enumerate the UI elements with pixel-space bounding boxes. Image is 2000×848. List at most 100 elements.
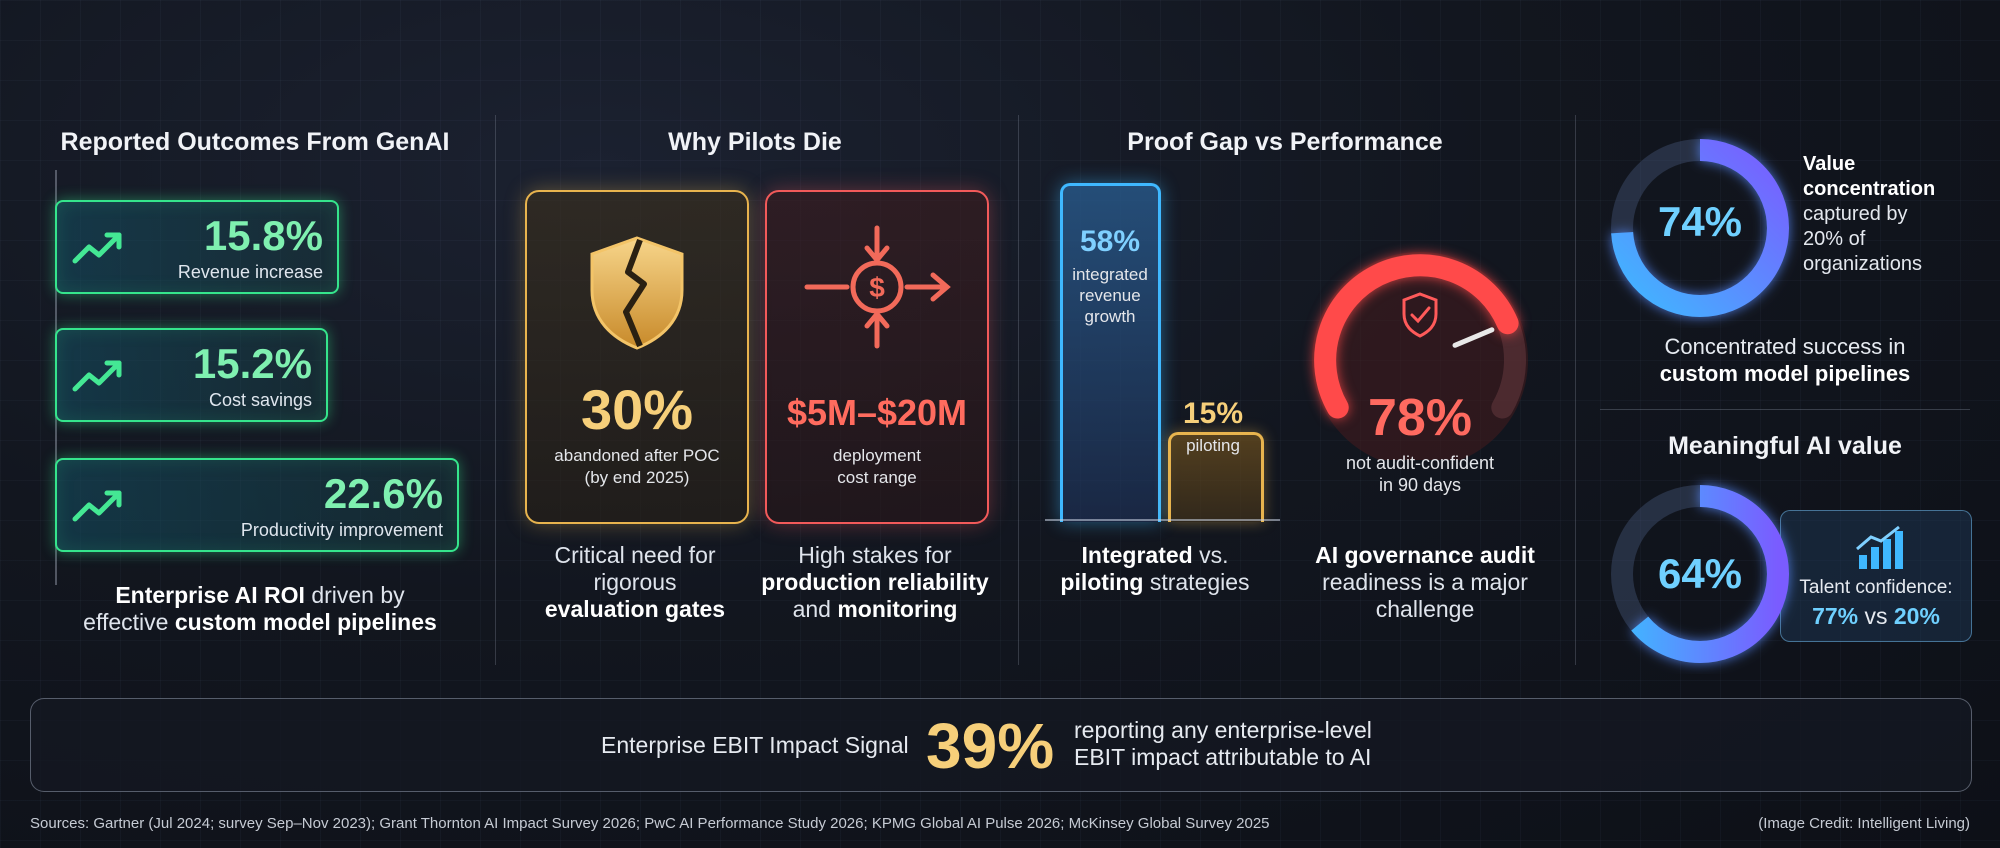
abandoned-line: (by end 2025)	[584, 468, 690, 487]
outcome-bar: 15.2% Cost savings	[55, 328, 328, 422]
caption-bold: Enterprise AI ROI	[115, 582, 305, 608]
piloting-label: piloting	[1186, 436, 1240, 455]
outcome-label: Cost savings	[208, 390, 312, 410]
banner-label: Enterprise EBIT Impact Signal	[601, 732, 909, 758]
label-text: captured by	[1803, 203, 1908, 225]
proof-title: Proof Gap vs Performance	[1127, 128, 1443, 156]
value-concentration-donut	[1611, 139, 1789, 317]
proof-caption-1: Integrated vs. piloting strategies	[1040, 542, 1270, 596]
gauge-label: not audit-confident in 90 days	[1300, 452, 1540, 496]
audit-gauge	[1312, 252, 1528, 460]
outcome-value: 15.2%	[192, 340, 312, 387]
caption-bold: custom model pipelines	[174, 609, 437, 635]
caption-text: effective	[83, 609, 175, 635]
gauge-fill	[1314, 254, 1519, 419]
outcomes-title: Reported Outcomes From GenAI	[60, 128, 450, 156]
label-bold: Value	[1803, 153, 1856, 175]
bar-label-line: growth	[1084, 307, 1136, 326]
outcomes-caption: Enterprise AI ROI driven by effective cu…	[40, 582, 480, 636]
outcome-bar: 15.8% Revenue increase	[55, 200, 339, 294]
cost-target-icon: $	[804, 225, 951, 349]
label-bold: concentration	[1803, 178, 1936, 200]
talent-confidence-box: Talent confidence: 77% vs 20%	[1780, 510, 1972, 642]
outcome-label: Productivity improvement	[240, 520, 443, 540]
caption-bold: custom model pipelines	[1659, 361, 1911, 386]
trend-up-icon	[72, 490, 122, 522]
caption-text: and	[792, 596, 838, 622]
meaningful-title: Meaningful AI value	[1668, 432, 1902, 460]
talent-values: 77% vs 20%	[1781, 603, 1971, 630]
talent-value-a: 77%	[1812, 603, 1859, 629]
banner-desc-line: EBIT impact attributable to AI	[1074, 744, 1372, 770]
cost-line: deployment	[833, 446, 921, 465]
caption-bold: production reliability	[761, 569, 989, 595]
sources-footer: Sources: Gartner (Jul 2024; survey Sep–N…	[30, 815, 1270, 832]
cost-card: $ $5M–$20M deployment cost range	[765, 190, 989, 524]
value-concentration-value: 74%	[1657, 198, 1743, 245]
label-text: organizations	[1803, 253, 1922, 275]
bar-label-line: integrated	[1072, 265, 1148, 284]
ebit-banner: Enterprise EBIT Impact Signal 39% report…	[30, 698, 1972, 792]
pilots-caption-1: Critical need for rigorous evaluation ga…	[525, 542, 745, 623]
banner-description: reporting any enterprise-level EBIT impa…	[1074, 717, 1372, 771]
integrated-bar	[1060, 183, 1161, 522]
meaningful-value: 64%	[1657, 550, 1743, 597]
talent-value-b: 20%	[1893, 603, 1940, 629]
outcome-label: Revenue increase	[177, 262, 323, 282]
gauge-label-line: in 90 days	[1378, 475, 1462, 495]
outcome-value: 22.6%	[323, 470, 443, 517]
caption-text: readiness is a major	[1322, 569, 1528, 595]
caption-text: challenge	[1375, 596, 1475, 622]
bar-chart-growth-icon	[1856, 525, 1903, 569]
bar-baseline	[1045, 519, 1280, 521]
divider	[1575, 115, 1576, 665]
piloting-value: 15%	[1182, 397, 1244, 430]
integrated-label: integrated revenue growth	[1058, 264, 1162, 327]
image-credit: (Image Credit: Intelligent Living)	[1758, 815, 1970, 832]
cost-value: $5M–$20M	[786, 392, 968, 433]
shield-check-icon	[1402, 292, 1438, 338]
gauge-label-line: not audit-confident	[1345, 453, 1495, 473]
divider	[1018, 115, 1019, 665]
trend-up-icon	[72, 360, 122, 392]
pilots-caption-2: High stakes for production reliability a…	[755, 542, 995, 623]
proof-caption-2: AI governance audit readiness is a major…	[1290, 542, 1560, 623]
caption-text: driven by	[304, 582, 405, 608]
caption-text: High stakes for	[798, 542, 952, 568]
caption-bold: AI governance audit	[1315, 542, 1535, 568]
banner-desc-line: reporting any enterprise-level	[1074, 717, 1372, 743]
divider	[495, 115, 496, 665]
caption-bold: monitoring	[837, 596, 958, 622]
caption-text: rigorous	[593, 569, 677, 595]
caption-bold: piloting	[1060, 569, 1144, 595]
broken-shield-icon	[590, 236, 684, 350]
caption-bold: Integrated	[1081, 542, 1193, 568]
gauge-value: 78%	[1367, 389, 1473, 447]
pilots-title: Why Pilots Die	[668, 128, 842, 156]
caption-text: Concentrated success in	[1664, 334, 1906, 359]
svg-text:$: $	[869, 272, 885, 303]
caption-text: strategies	[1143, 569, 1250, 595]
panel-divider	[1600, 409, 1970, 410]
banner-value: 39%	[926, 710, 1055, 782]
outcome-value: 15.8%	[203, 212, 323, 259]
cost-line: cost range	[837, 468, 917, 487]
outcome-bar: 22.6% Productivity improvement	[55, 458, 459, 552]
bar-label-line: revenue	[1079, 286, 1141, 305]
trend-up-icon	[72, 232, 122, 264]
abandoned-card: 30% abandoned after POC (by end 2025)	[525, 190, 749, 524]
abandoned-label: abandoned after POC (by end 2025)	[527, 445, 747, 489]
integrated-value: 58%	[1079, 225, 1141, 258]
meaningful-value-donut	[1611, 485, 1789, 663]
abandoned-line: abandoned after POC	[554, 446, 720, 465]
caption-text: Critical need for	[554, 542, 716, 568]
piloting-bar	[1168, 432, 1264, 522]
caption-bold: evaluation gates	[544, 596, 726, 622]
gauge-needle	[1452, 327, 1495, 348]
caption-text: vs.	[1192, 542, 1229, 568]
talent-vs: vs	[1858, 603, 1894, 629]
abandoned-value: 30%	[580, 378, 694, 441]
talent-label: Talent confidence:	[1799, 577, 1953, 598]
concentration-caption: Concentrated success in custom model pip…	[1600, 333, 1970, 387]
donut-arc	[1611, 139, 1789, 317]
